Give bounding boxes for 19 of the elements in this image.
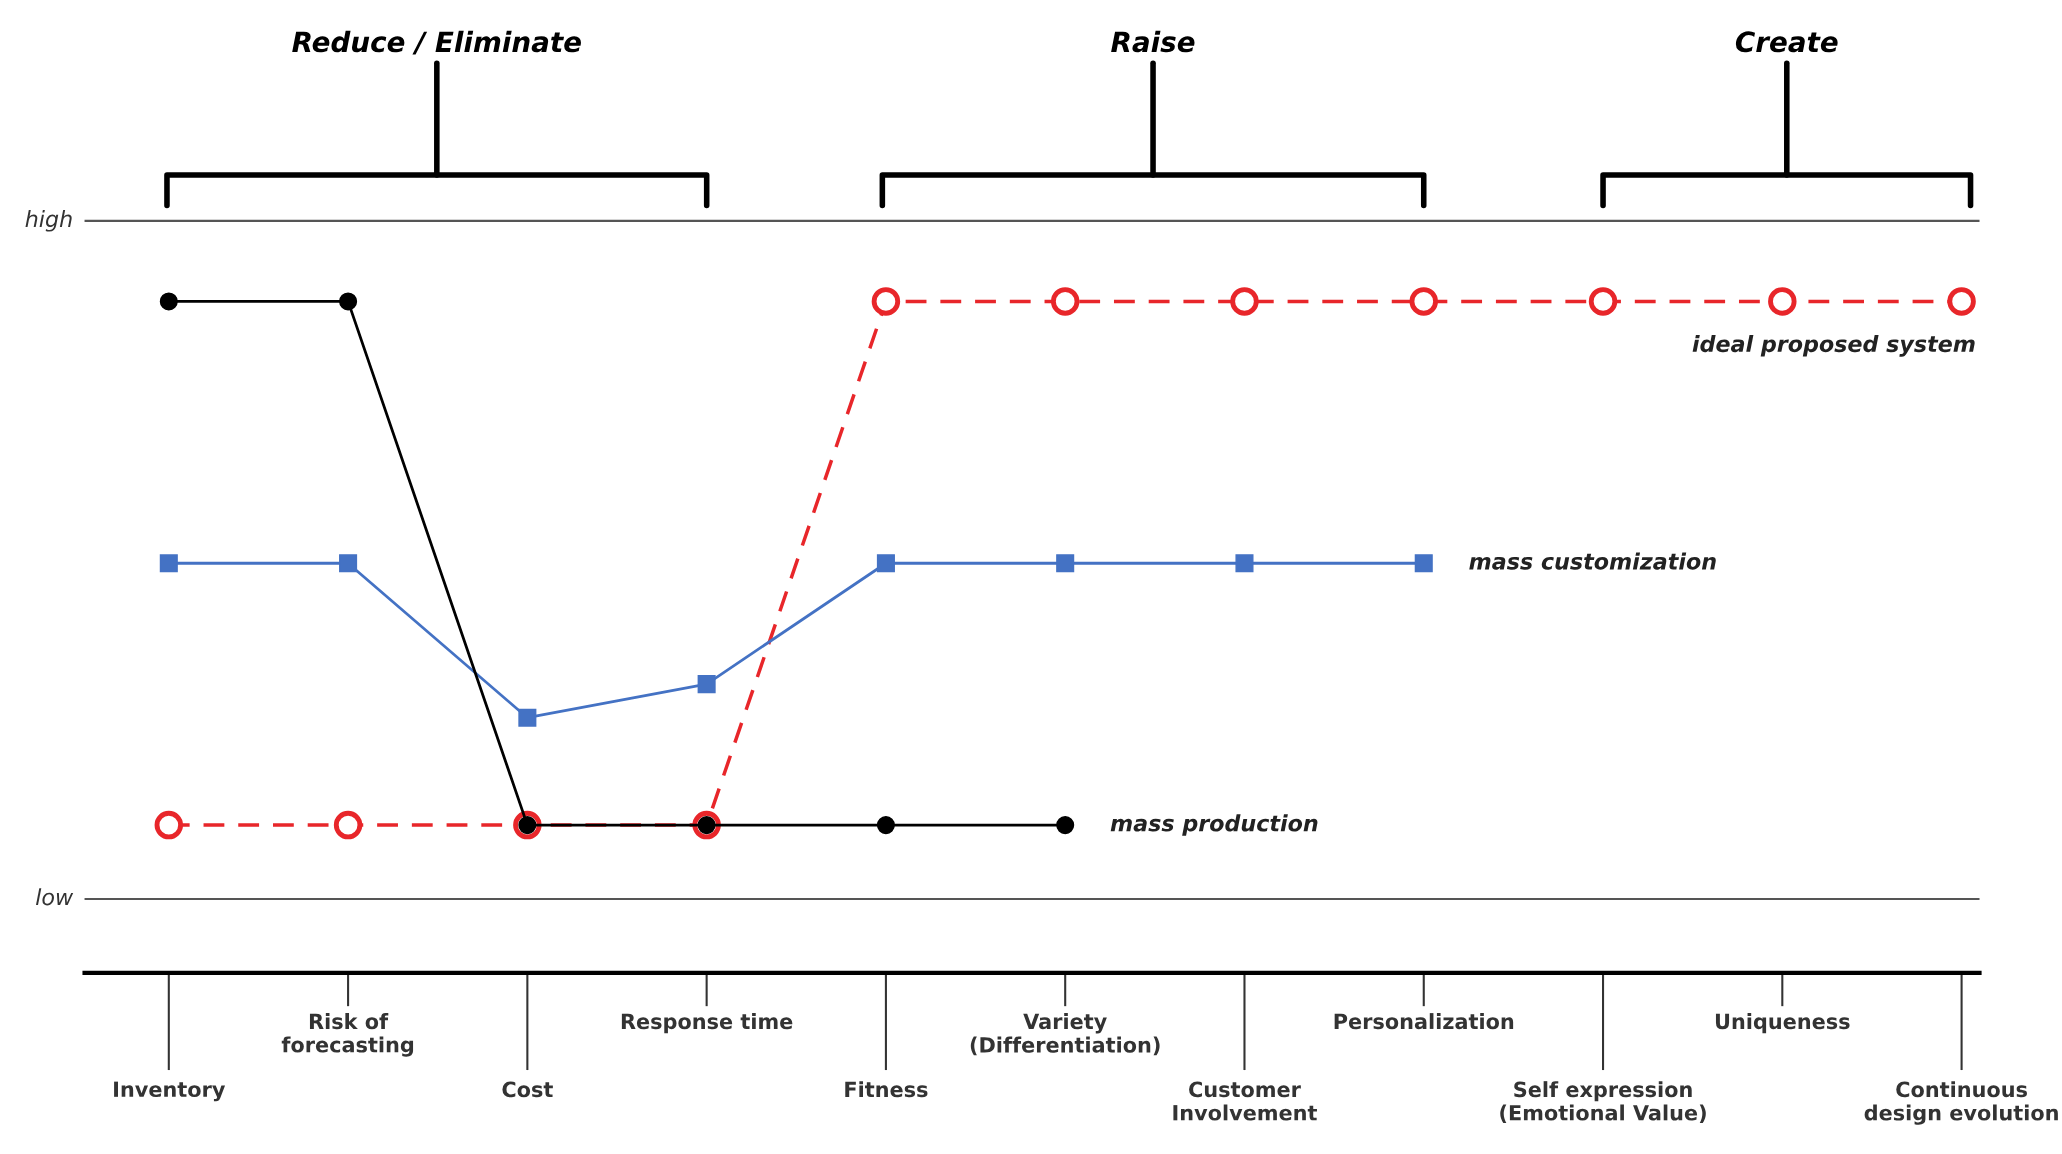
x-tick-label: Self expression (Emotional Value) [1500, 1081, 1706, 1124]
x-tick-label: Variety (Differentiation) [970, 1013, 1160, 1056]
x-tick-label: Uniqueness [1715, 1013, 1850, 1034]
ref-line-label: high [25, 210, 72, 232]
text: Raise [1111, 30, 1195, 53]
x-tick-label: Customer Involvement [1173, 1081, 1317, 1121]
x-tick-label: Risk of forecasting [281, 1013, 414, 1057]
text: Reduce / Eliminate [292, 30, 581, 55]
x-tick-label: Cost [502, 1081, 553, 1098]
x-tick-label: Response time [621, 1013, 793, 1034]
ref-line-label: low [36, 888, 74, 906]
text: Create [1735, 31, 1838, 53]
series-label: mass customization [1469, 552, 1716, 570]
x-tick-label: Inventory [114, 1081, 226, 1102]
x-tick-label: Personalization [1334, 1013, 1514, 1030]
x-tick-label: Continuous design evolution [1864, 1081, 2058, 1125]
x-tick-label: Fitness [845, 1081, 928, 1098]
series-label: ideal proposed system [1692, 334, 1975, 357]
series-label: mass production [1110, 814, 1318, 836]
